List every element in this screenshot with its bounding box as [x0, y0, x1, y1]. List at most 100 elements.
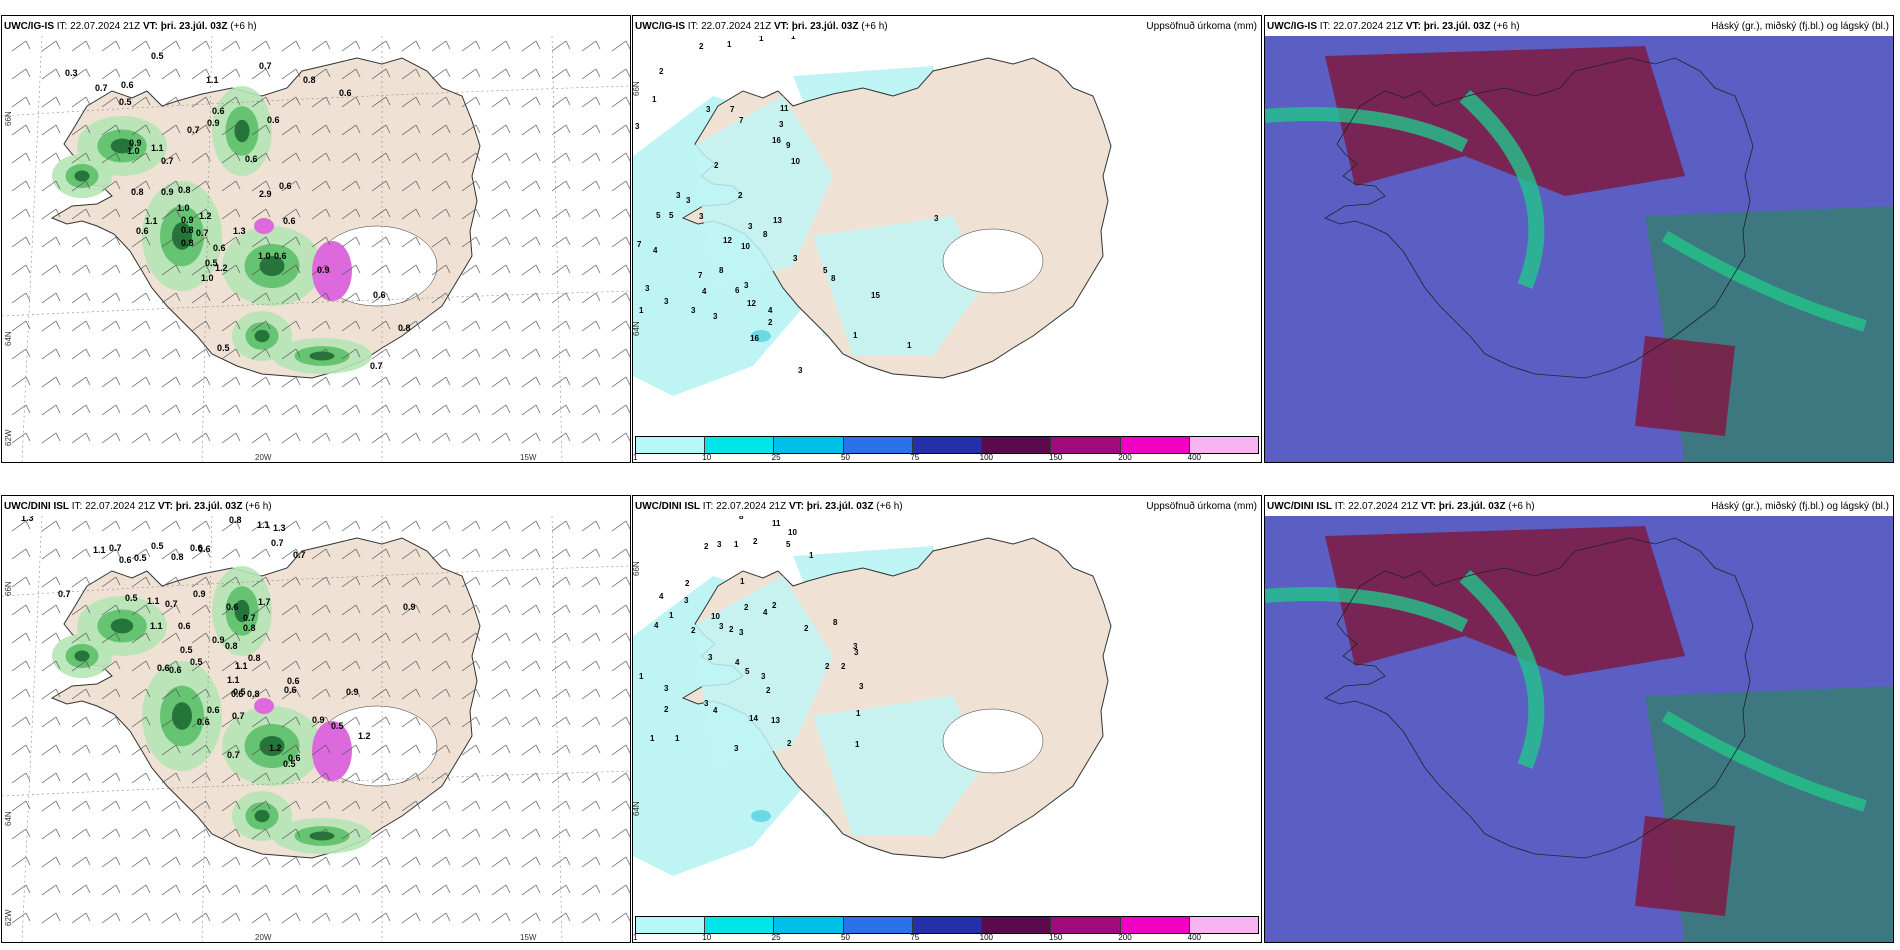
- barb-flag: [55, 432, 61, 442]
- barb-staff: [401, 40, 417, 52]
- wind-barb: [101, 576, 121, 588]
- wind-barb: [401, 348, 421, 360]
- barb-flag: [235, 264, 241, 274]
- wind-barb: [311, 376, 331, 388]
- barb-flag: [595, 40, 601, 50]
- glacier: [942, 708, 1044, 774]
- value-label: 0.9: [129, 138, 142, 148]
- barb-flag: [265, 404, 271, 414]
- barb-flag: [295, 632, 301, 642]
- wind-barb: [431, 660, 451, 672]
- wind-barb: [551, 124, 571, 136]
- barb-flag: [145, 856, 151, 866]
- barb-flag: [445, 68, 451, 78]
- wind-barb: [551, 40, 571, 52]
- barb-flag: [175, 632, 181, 642]
- barb-flag: [355, 716, 361, 726]
- wind-barb: [461, 432, 481, 444]
- wind-barb: [311, 152, 331, 164]
- barb-flag: [415, 828, 421, 838]
- barb-flag: [25, 68, 31, 78]
- barb-flag: [385, 548, 391, 558]
- wind-barb: [371, 348, 391, 360]
- barb-flag: [145, 40, 151, 50]
- barb-flag: [295, 40, 301, 50]
- barb-flag: [385, 884, 391, 894]
- barb-staff: [551, 548, 567, 560]
- barb-flag: [235, 152, 241, 162]
- barb-staff: [401, 744, 417, 756]
- wind-barb: [251, 744, 271, 756]
- value-label: 0.5: [134, 553, 147, 563]
- barb-flag: [445, 124, 451, 134]
- barb-flag: [415, 180, 421, 190]
- barb-flag: [295, 772, 301, 782]
- barb-flag: [445, 404, 451, 414]
- value-label: 0.6: [178, 621, 191, 631]
- value-label: 1: [669, 611, 674, 620]
- barb-flag: [565, 772, 571, 782]
- barb-staff: [161, 800, 177, 812]
- colorbar-tick: 400: [1187, 453, 1202, 462]
- wind-barb: [521, 912, 541, 924]
- barb-staff: [221, 320, 237, 332]
- colorbar-swatch: [843, 437, 913, 453]
- barb-flag: [145, 660, 151, 670]
- wind-barb: [611, 320, 630, 332]
- barb-staff: [101, 520, 117, 532]
- lat-label: 66N: [632, 561, 641, 576]
- wind-barb: [341, 124, 361, 136]
- barb-staff: [41, 660, 57, 672]
- barb-staff: [371, 716, 387, 728]
- value-label: 0.5: [151, 541, 164, 551]
- barb-staff: [521, 660, 537, 672]
- wind-barb: [311, 632, 331, 644]
- value-label: 0.6: [121, 80, 134, 90]
- barb-staff: [11, 236, 27, 248]
- barb-flag: [175, 292, 181, 302]
- value-label: 10: [791, 157, 800, 166]
- barb-staff: [281, 376, 297, 388]
- barb-staff: [401, 320, 417, 332]
- wind-barb: [431, 772, 451, 784]
- barb-flag: [385, 292, 391, 302]
- barb-flag: [205, 40, 211, 50]
- barb-staff: [71, 856, 87, 868]
- value-label: 0.7: [196, 228, 209, 238]
- wind-barb: [461, 68, 481, 80]
- barb-staff: [311, 912, 327, 924]
- value-label: 0.7: [227, 750, 240, 760]
- barb-flag: [85, 660, 91, 670]
- value-label: 0.8: [243, 623, 256, 633]
- barb-staff: [461, 520, 477, 532]
- wind-barb: [101, 604, 121, 616]
- barb-staff: [161, 292, 177, 304]
- barb-staff: [551, 376, 567, 388]
- wind-barb: [341, 576, 361, 588]
- barb-flag: [595, 236, 601, 246]
- wind-barb: [551, 660, 571, 672]
- barb-flag: [295, 604, 301, 614]
- wind-barb: [191, 604, 211, 616]
- barb-flag: [205, 292, 211, 302]
- wind-barb: [521, 800, 541, 812]
- wind-barb: [11, 744, 31, 756]
- value-label: 0.6: [169, 665, 182, 675]
- barb-flag: [355, 772, 361, 782]
- barb-staff: [341, 772, 357, 784]
- barb-staff: [341, 800, 357, 812]
- barb-flag: [175, 660, 181, 670]
- wind-barb: [71, 912, 91, 924]
- barb-flag: [385, 576, 391, 586]
- barb-staff: [11, 716, 27, 728]
- barb-staff: [251, 348, 267, 360]
- wind-barb: [371, 576, 391, 588]
- barb-staff: [371, 800, 387, 812]
- barb-staff: [161, 40, 177, 52]
- barb-flag: [595, 264, 601, 274]
- wind-barb: [461, 40, 481, 52]
- colorbar-swatch: [912, 437, 983, 453]
- barb-staff: [131, 348, 147, 360]
- barb-flag: [535, 40, 541, 50]
- barb-staff: [551, 604, 567, 616]
